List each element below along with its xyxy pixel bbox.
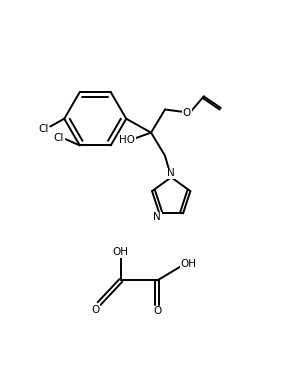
Text: N: N xyxy=(153,212,161,222)
Text: Cl: Cl xyxy=(54,133,64,144)
Text: Cl: Cl xyxy=(38,124,48,134)
Text: O: O xyxy=(91,305,99,315)
Text: HO: HO xyxy=(119,135,135,144)
Text: OH: OH xyxy=(113,247,129,257)
Text: O: O xyxy=(183,108,191,118)
Text: N: N xyxy=(167,168,175,179)
Text: O: O xyxy=(153,306,161,316)
Text: OH: OH xyxy=(180,259,196,269)
